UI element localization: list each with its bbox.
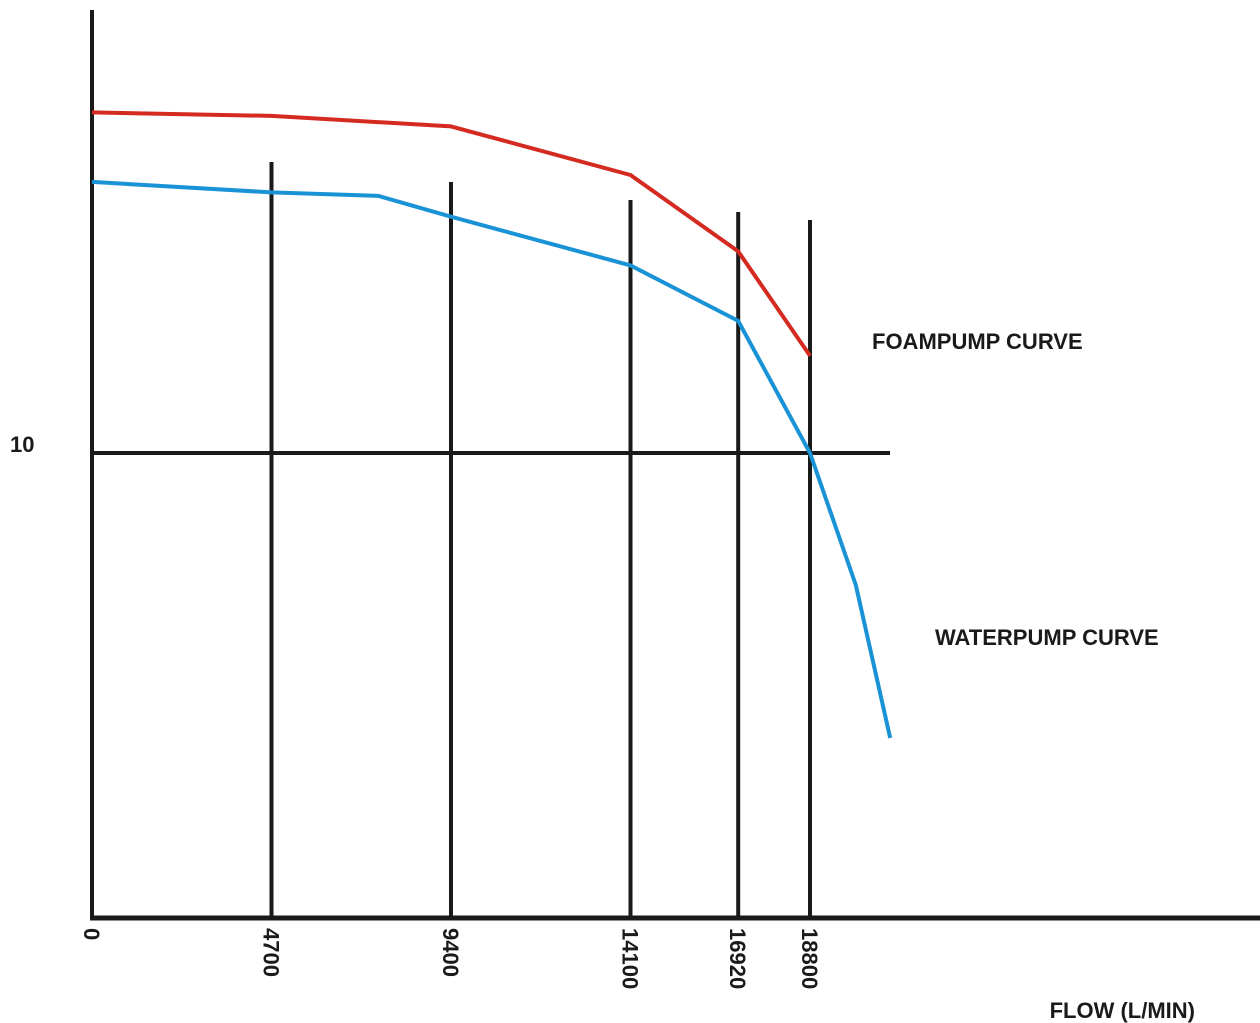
axes	[90, 10, 1260, 921]
x-axis-label: FLOW (L/MIN)	[1050, 998, 1195, 1023]
legend-waterpump-curve: WATERPUMP CURVE	[935, 625, 1159, 650]
series-line-foampump	[91, 110, 812, 357]
x-tick-label-14100: 14100	[618, 928, 643, 989]
grid-lines	[92, 162, 890, 918]
legend-foampump-curve: FOAMPUMP CURVE	[872, 329, 1083, 354]
x-tick-labels: 0 4700 9400 14100 16920 18800	[79, 928, 822, 989]
y-tick-labels: 10	[10, 432, 34, 457]
x-tick-label-18800: 18800	[797, 928, 822, 989]
y-tick-label-10: 10	[10, 432, 34, 457]
x-tick-label-9400: 9400	[438, 928, 463, 977]
series-line-waterpump	[91, 179, 893, 739]
x-tick-label-0: 0	[79, 928, 104, 940]
x-tick-label-16920: 16920	[725, 928, 750, 989]
series-layer	[91, 110, 893, 739]
x-tick-label-4700: 4700	[259, 928, 284, 977]
